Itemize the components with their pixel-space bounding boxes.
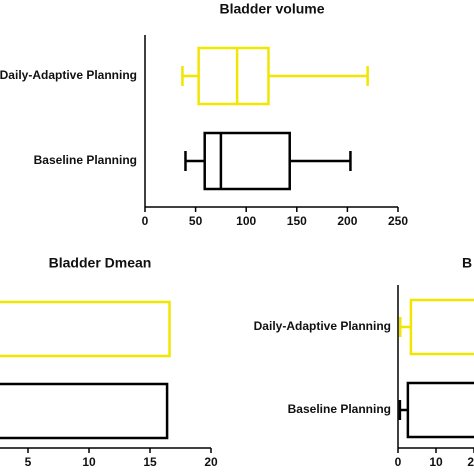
category-label: Baseline Planning [288,402,391,416]
x-tick-label: 150 [287,214,307,228]
x-tick-label: 50 [189,214,203,228]
x-tick-label: 20 [204,455,218,469]
box [203,131,291,191]
box [0,382,169,440]
x-tick-label: 10 [429,455,443,469]
chart-title: B [462,255,472,271]
box [0,300,171,358]
x-tick-label: 10 [82,455,96,469]
chart-title: Bladder Dmean [49,255,152,271]
x-tick-label: 0 [395,455,402,469]
box [406,381,474,439]
x-tick-label: 250 [388,214,408,228]
x-tick-label: 5 [25,455,32,469]
x-tick-label: 200 [337,214,357,228]
box [197,46,270,106]
category-label: Daily-Adaptive Planning [0,68,137,82]
box [409,298,474,356]
category-label: Baseline Planning [34,153,137,167]
x-tick-label: 0 [142,214,149,228]
chart-title: Bladder volume [219,1,324,17]
x-tick-label: 20 [467,455,474,469]
x-tick-label: 15 [143,455,157,469]
category-label: Daily-Adaptive Planning [254,319,391,333]
x-tick-label: 100 [236,214,256,228]
